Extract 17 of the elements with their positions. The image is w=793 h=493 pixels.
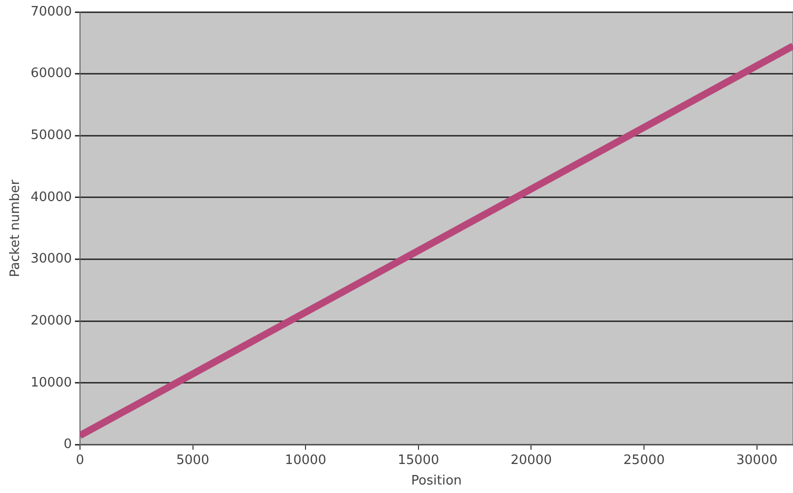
y-axis-title: Packet number <box>8 179 24 278</box>
y-tick-label: 70000 <box>30 4 72 20</box>
x-tick-label: 10000 <box>284 452 326 468</box>
y-tick-label: 0 <box>64 437 72 452</box>
x-tick-label: 25000 <box>623 452 665 468</box>
x-tick-label: 0 <box>76 452 84 468</box>
x-axis-title: Position <box>411 474 462 489</box>
y-tick-label: 40000 <box>30 190 72 205</box>
x-tick-label: 5000 <box>176 452 210 468</box>
y-tick-label: 10000 <box>30 375 72 390</box>
y-tick-label: 30000 <box>30 252 72 267</box>
y-tick-label: 50000 <box>30 128 72 144</box>
y-tick-label: 20000 <box>30 314 72 329</box>
x-tick-label: 15000 <box>398 452 440 468</box>
x-tick-label: 30000 <box>736 452 778 468</box>
x-tick-label: 20000 <box>510 452 552 468</box>
y-tick-label: 60000 <box>30 66 72 82</box>
